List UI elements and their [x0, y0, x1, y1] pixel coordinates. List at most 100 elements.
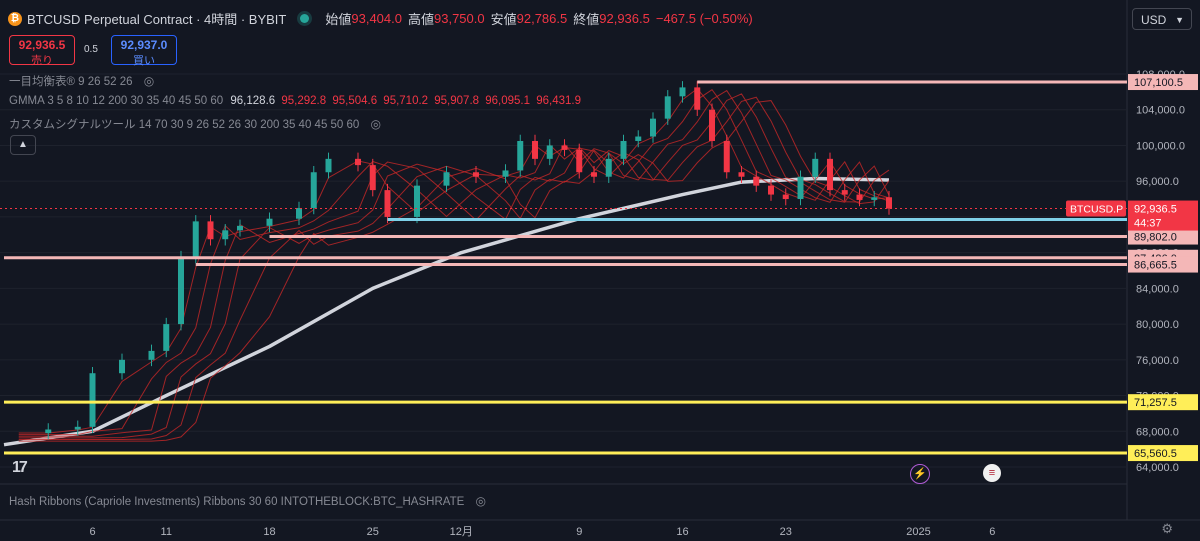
- currency-select[interactable]: USD ▼: [1132, 8, 1192, 30]
- candle-body: [753, 176, 760, 186]
- symbol-title[interactable]: BTCUSD Perpetual Contract · 4時間 · BYBIT: [27, 12, 287, 27]
- candle-body: [635, 136, 642, 141]
- sell-price: 92,936.5: [18, 38, 66, 52]
- level-label: 71,257.5: [1134, 397, 1177, 409]
- indicator-hash-ribbons[interactable]: Hash Ribbons (Capriole Investments) Ribb…: [9, 494, 486, 508]
- indicator-custom-signal[interactable]: カスタムシグナルツール 14 70 30 9 26 52 26 30 200 3…: [9, 116, 381, 132]
- high-label: 高値: [407, 12, 434, 27]
- collapse-indicators-button[interactable]: ▲: [10, 135, 36, 155]
- open-label: 始値: [325, 12, 352, 27]
- ichimoku-label: 一目均衡表® 9 26 52 26: [9, 76, 133, 88]
- change-value: −467.5 (−0.50%): [655, 11, 753, 26]
- sell-label: 売り: [31, 55, 53, 67]
- candle-body: [414, 185, 420, 217]
- level-label: 86,665.5: [1134, 260, 1177, 272]
- y-tick-label: 64,000.0: [1136, 462, 1179, 474]
- candle-body: [178, 257, 184, 325]
- gmma-value: 95,504.6: [332, 95, 378, 107]
- gmma-value: 96,095.1: [485, 95, 530, 107]
- candle-body: [443, 172, 450, 186]
- candle-body: [841, 190, 848, 195]
- lightning-event-icon[interactable]: ⚡: [910, 464, 930, 484]
- x-tick-label: 25: [367, 526, 379, 538]
- gmma-value: 95,710.2: [383, 95, 429, 107]
- candle-body: [517, 140, 524, 171]
- y-tick-label: 84,000.0: [1136, 283, 1179, 295]
- bitcoin-icon: ₿: [8, 11, 22, 26]
- sell-button[interactable]: 92,936.5 売り: [9, 35, 75, 67]
- x-tick-label: 6: [989, 526, 995, 538]
- candle-body: [886, 197, 892, 209]
- indicator-ichimoku[interactable]: 一目均衡表® 9 26 52 26 ◎: [9, 73, 154, 89]
- close-value: 92,936.5: [599, 11, 650, 26]
- candle-body: [237, 225, 243, 231]
- candle-body: [738, 172, 745, 177]
- tradingview-logo[interactable]: 17: [12, 459, 28, 476]
- candle-body: [664, 96, 671, 119]
- gmma-value: 95,907.8: [434, 95, 480, 107]
- candle-body: [266, 218, 273, 226]
- spread-value: 0.5: [84, 44, 98, 55]
- candle-body: [546, 145, 553, 159]
- last-price-label: 92,936.5: [1134, 204, 1177, 216]
- symbol-header: ₿ BTCUSD Perpetual Contract · 4時間 · BYBI…: [8, 9, 753, 28]
- last-price-box: [1128, 200, 1198, 231]
- symbol-tag-box: [1066, 200, 1126, 217]
- candle-body: [782, 194, 789, 200]
- candle-body: [856, 194, 863, 200]
- level-label-box: [1128, 445, 1198, 462]
- level-label-box: [1128, 228, 1198, 245]
- x-tick-label: 23: [780, 526, 792, 538]
- gmma-ribbon-line: [18, 100, 890, 442]
- eye-off-icon[interactable]: ◎: [143, 74, 155, 88]
- candle-body: [605, 158, 612, 177]
- candle-body: [871, 197, 878, 200]
- candle-body: [502, 170, 509, 177]
- low-label: 安値: [490, 12, 517, 27]
- eye-off-icon[interactable]: ◎: [370, 117, 381, 131]
- gmma-ribbon-line: [18, 89, 890, 436]
- candle-body: [192, 221, 199, 258]
- x-tick-label: 11: [161, 526, 172, 538]
- close-label: 終値: [573, 12, 600, 27]
- x-tick-label: 6: [89, 526, 95, 538]
- candle-body: [369, 165, 376, 191]
- countdown-label: 44:37: [1134, 218, 1162, 230]
- candle-body: [163, 324, 170, 351]
- candle-body: [45, 429, 52, 434]
- candle-body: [355, 158, 361, 166]
- candle-body: [561, 145, 568, 150]
- candle-body: [723, 140, 730, 173]
- ma200-line: [3, 176, 890, 447]
- candle-body: [709, 109, 715, 141]
- low-value: 92,786.5: [516, 11, 568, 26]
- x-tick-label: 2025: [906, 526, 930, 538]
- settings-gear-icon[interactable]: ⚙: [1161, 521, 1173, 536]
- candle-body: [591, 172, 597, 177]
- candle-body: [650, 118, 656, 137]
- candle-body: [576, 149, 583, 173]
- level-label-box: [1128, 394, 1198, 411]
- candle-body: [620, 140, 627, 159]
- currency-value: USD: [1141, 13, 1167, 27]
- level-label: 65,560.5: [1134, 448, 1177, 460]
- open-value: 93,404.0: [351, 11, 402, 26]
- chevron-down-icon: ▼: [1175, 15, 1184, 25]
- y-tick-label: 68,000.0: [1136, 426, 1179, 438]
- level-label-box: [1128, 256, 1198, 273]
- level-label: 89,802.0: [1134, 232, 1177, 244]
- buy-button[interactable]: 92,937.0 買い: [111, 35, 177, 67]
- y-tick-label: 100,000.0: [1136, 140, 1185, 152]
- gmma-value: 96,128.6: [230, 95, 276, 107]
- candle-body: [119, 359, 125, 374]
- eye-off-icon[interactable]: ◎: [475, 494, 486, 508]
- candle-body: [827, 158, 833, 191]
- candle-body: [222, 230, 229, 240]
- indicator-gmma[interactable]: GMMA 3 5 8 10 12 200 30 35 40 45 50 60 9…: [9, 95, 581, 107]
- level-label: 107,100.5: [1134, 77, 1183, 89]
- gmma-ribbon-line: [18, 96, 890, 440]
- us-flag-event-icon[interactable]: ≡: [983, 464, 1001, 482]
- candle-body: [148, 350, 155, 360]
- hash-ribbons-label: Hash Ribbons (Capriole Investments) Ribb…: [9, 496, 465, 508]
